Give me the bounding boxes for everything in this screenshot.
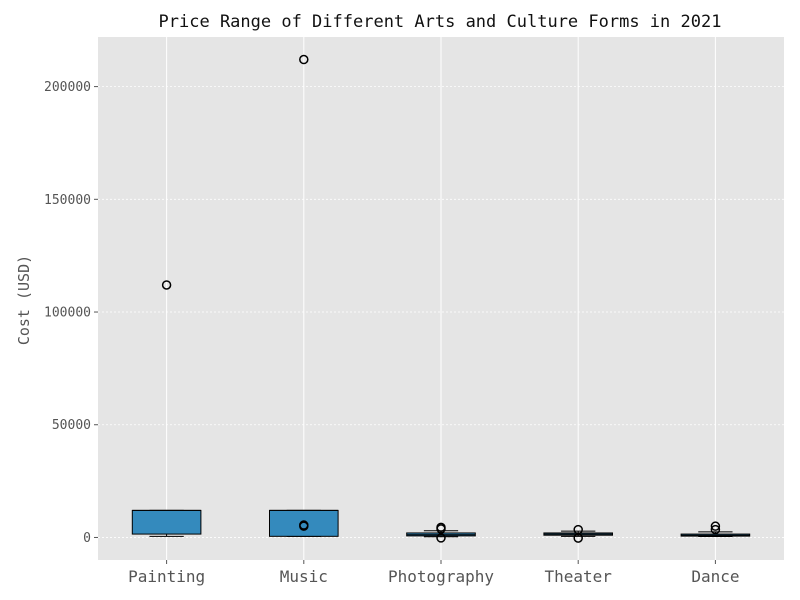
box-music: [269, 54, 339, 537]
outlier-point: [299, 54, 309, 65]
x-tick-label: Painting: [128, 567, 205, 586]
chart-title: Price Range of Different Arts and Cultur…: [159, 12, 722, 32]
outlier-point: [161, 280, 172, 290]
box-iqr: [131, 509, 202, 535]
y-tick-label: 150000: [44, 193, 91, 208]
x-tick-label: Dance: [691, 567, 739, 586]
grid-lines: [98, 37, 784, 560]
outlier-point: [299, 520, 309, 530]
outlier-point: [573, 524, 583, 535]
x-tick-label: Theater: [544, 567, 612, 586]
outlier-point: [436, 533, 446, 543]
outlier-point: [710, 521, 721, 531]
box-dance: [680, 521, 751, 538]
y-tick-label: 100000: [44, 306, 91, 321]
box-iqr: [269, 509, 339, 537]
y-tick-label: 0: [83, 531, 91, 546]
y-axis-label: Cost (USD): [15, 255, 33, 345]
y-tick-label: 200000: [44, 80, 91, 95]
x-tick-label: Photography: [388, 567, 494, 586]
outlier-point: [710, 524, 721, 535]
box-photography: [406, 522, 476, 543]
x-axis-ticks: Painting Music Photography Theater Dance: [128, 560, 739, 586]
outlier-point: [436, 522, 446, 533]
boxes: [131, 54, 751, 543]
x-tick-label: Music: [280, 567, 328, 586]
y-axis-ticks: 0 50000 100000 150000 200000: [44, 80, 98, 546]
box-painting: [131, 280, 202, 537]
box-theater: [543, 524, 614, 543]
y-tick-label: 50000: [52, 418, 91, 433]
